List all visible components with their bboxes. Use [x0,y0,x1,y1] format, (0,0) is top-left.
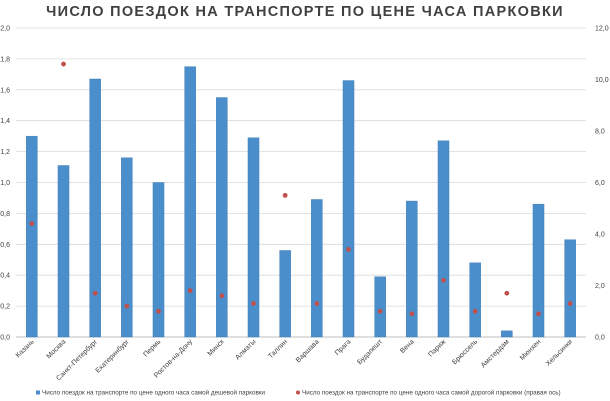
bar [406,200,418,338]
x-tick-label: Будапешт [356,338,384,366]
y-left-tick-label: 1,0 [0,180,10,187]
x-tick-label: Париж [427,338,447,358]
bar [152,182,165,338]
bar [26,135,38,338]
x-tick-label: Таллин [267,338,289,360]
dot [251,301,256,306]
y-left-tick-label: 1,8 [0,56,10,63]
dot [92,290,98,296]
chart-title: ЧИСЛО ПОЕЗДОК НА ТРАНСПОРТЕ ПО ЦЕНЕ ЧАСА… [46,4,564,20]
bar [437,140,450,338]
bar [532,203,545,338]
legend-label: Число поездок на транспорте по цене одно… [42,389,266,397]
dot [536,311,541,317]
x-tick-label: Варшава [295,338,321,364]
legend-label: Число поездок на транспорте по цене одно… [302,389,561,397]
x-tick-label: Екатеринбург [94,337,131,374]
y-left-tick-label: 0,6 [0,242,10,249]
dot [187,288,193,294]
y-left-tick-label: 1,4 [0,118,10,125]
dot [441,277,446,283]
bar [279,250,291,338]
y-right-tick-label: 8,0 [595,129,605,136]
dot [29,221,35,227]
dot [409,311,415,317]
bar [469,262,481,338]
x-tick-label: Казань [15,338,36,359]
bar [247,137,260,338]
legend-swatch-dot [296,390,300,395]
x-tick-label: Амстердам [480,338,511,369]
y-right-tick-label: 0,0 [595,335,605,342]
x-tick-label: Минск [207,338,227,358]
dot [219,293,225,299]
dot [504,290,510,296]
x-tick-label: Брюссель [451,338,479,366]
dot [567,301,573,306]
x-tick-label: Пермь [142,338,162,358]
y-left-tick-label: 0,4 [0,273,10,280]
y-left-tick-label: 1,6 [0,87,10,94]
y-right-tick-label: 12,0 [595,26,609,33]
x-tick-label: Алматы [234,338,257,361]
y-right-tick-label: 6,0 [595,180,605,187]
x-tick-label: Вена [399,338,416,355]
y-right-tick-label: 4,0 [595,232,605,239]
y-left-tick-label: 0,2 [0,304,10,311]
dot [472,308,478,314]
bar [216,97,228,338]
bar [564,239,576,338]
x-tick-label: Прага [334,338,353,357]
x-tick-label: Москва [46,338,68,360]
bar [342,80,355,338]
legend-swatch-bar [36,390,40,395]
x-tick-label: Мюнхен [519,338,543,362]
dot [156,308,161,314]
bar [374,276,386,338]
y-left-tick-label: 1,2 [0,149,10,156]
x-tick-label: Хельсинки [545,338,574,367]
bar [501,330,513,338]
dot [377,308,383,314]
y-left-tick-label: 0,8 [0,211,10,218]
bar [89,78,101,338]
y-left-tick-label: 0,0 [0,335,10,342]
dot [124,303,130,309]
dot [314,301,320,306]
bar [311,199,323,338]
bar [57,165,70,338]
y-right-tick-label: 2,0 [595,283,605,290]
y-left-tick-label: 2,0 [0,26,10,33]
dot [61,61,66,67]
bar [184,66,196,338]
bar [121,157,133,338]
dot [282,192,288,198]
dot [346,247,351,252]
y-right-tick-label: 10,0 [595,77,609,84]
